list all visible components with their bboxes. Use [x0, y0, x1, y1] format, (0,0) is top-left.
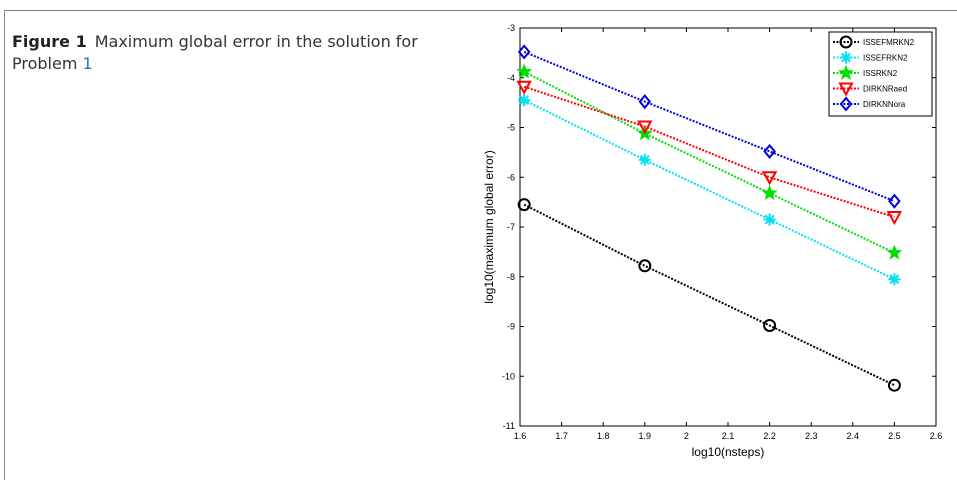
x-tick-label: 2.3 — [805, 431, 818, 441]
data-point-dirknnora — [638, 94, 652, 110]
legend-entry: ISSRKN2 — [863, 69, 898, 78]
x-tick-label: 2.6 — [930, 431, 943, 441]
legend-marker — [840, 51, 852, 64]
problem-reference-link[interactable]: 1 — [82, 54, 93, 73]
y-tick-label: -5 — [507, 123, 515, 133]
error-chart: 1.6 1.7 1.8 1.9 2 2.1 2.2 2.3 2.4 2.5 2.6 -3 -4 -5 -6 -… — [482, 23, 943, 459]
x-tick-label: 1.7 — [555, 431, 568, 441]
data-point-issrkn2 — [516, 63, 533, 79]
series-line-dirknnora — [523, 50, 895, 203]
data-point-issefrkn2 — [763, 213, 776, 226]
series-line-issrkn2 — [523, 70, 895, 254]
y-tick-label: -10 — [502, 371, 515, 381]
legend-entry: DIRKNRaed — [863, 85, 907, 94]
y-axis-label: log10(maximum global error) — [482, 150, 496, 303]
y-tick-label: -4 — [507, 73, 515, 83]
figure-frame — [4, 10, 957, 480]
y-tick-label: -3 — [507, 23, 515, 33]
legend-marker — [838, 82, 854, 97]
y-tick-label: -8 — [507, 272, 515, 282]
data-point-dirknnora — [888, 193, 901, 209]
x-axis-label: log10(nsteps) — [692, 445, 765, 459]
x-tick-label: 2.4 — [847, 431, 860, 441]
legend-marker — [839, 35, 853, 49]
series-line-issefrkn2 — [523, 99, 895, 281]
data-point-issefmrkn2 — [763, 319, 777, 333]
data-point-issefrkn2 — [638, 153, 651, 166]
legend-entry: ISSEFRKN2 — [863, 54, 908, 63]
x-tick-label: 1.8 — [597, 431, 610, 441]
data-point-issrkn2 — [761, 184, 778, 200]
legend-marker — [839, 96, 853, 112]
legend: ISSEFMRKN2 ISSEFRKN2 ISSRKN2 DIRKNRaed DIRKN… — [828, 31, 933, 117]
data-point-dirknraed — [761, 171, 778, 186]
x-tick-label: 2 — [684, 431, 689, 441]
data-point-dirknraed — [886, 211, 903, 226]
y-tick-label: -7 — [507, 222, 515, 232]
y-tick-label: -6 — [507, 172, 515, 182]
data-point-issrkn2 — [886, 244, 903, 260]
legend-entry: DIRKNNora — [863, 100, 906, 109]
series-line-dirknraed — [523, 85, 895, 219]
data-point-issefrkn2 — [888, 273, 901, 286]
x-tick-label: 1.9 — [639, 431, 652, 441]
data-point-issefmrkn2 — [638, 259, 652, 273]
series-line-issefmrkn2 — [523, 203, 895, 387]
x-tick-label: 2.1 — [722, 431, 735, 441]
y-tick-label: -9 — [507, 322, 515, 332]
data-point-dirknraed — [516, 80, 532, 95]
figure-label: Figure 1 — [12, 32, 87, 51]
figure-caption: Figure 1 Maximum global error in the solu… — [12, 31, 462, 75]
data-point-dirknnora — [517, 44, 531, 60]
caption-text: Maximum global error in the solution for… — [12, 32, 418, 73]
x-tick-label: 2.2 — [763, 431, 776, 441]
data-point-issefrkn2 — [518, 94, 531, 107]
y-tick-label: -11 — [503, 421, 515, 431]
legend-marker — [837, 64, 855, 80]
data-point-dirknraed — [637, 120, 653, 135]
data-point-issefmrkn2 — [887, 378, 901, 392]
legend-entry: ISSEFMRKN2 — [863, 38, 915, 47]
data-point-dirknnora — [763, 143, 776, 159]
x-tick-label: 1.6 — [514, 431, 527, 441]
x-tick-label: 2.5 — [888, 431, 901, 441]
data-point-issefmrkn2 — [517, 198, 531, 212]
